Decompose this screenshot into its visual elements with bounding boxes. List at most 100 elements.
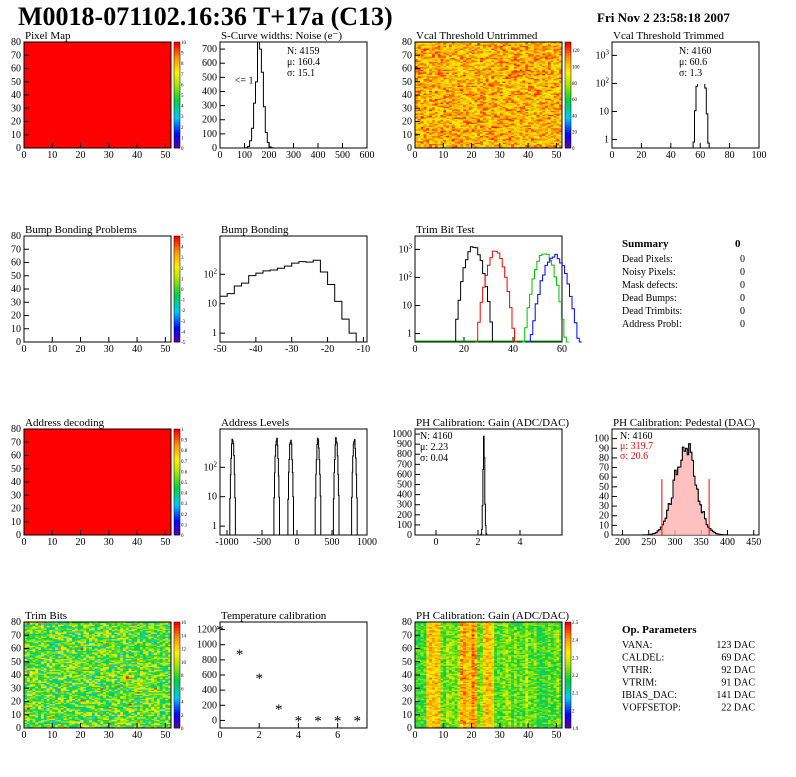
y-tick-label: 30 (402, 103, 412, 114)
y-tick-label: 60 (11, 644, 21, 655)
x-tick-label: 0 (413, 344, 418, 355)
color-scale-label: 60 (572, 98, 578, 103)
y-tick-label: 700 (202, 44, 217, 55)
x-tick-label: 400 (311, 150, 326, 161)
x-tick-label: 40 (666, 150, 676, 161)
y-tick-label: 30 (11, 683, 21, 694)
panel-title: Trim Bit Test (416, 224, 475, 236)
x-tick-label: 50 (160, 730, 170, 741)
x-tick-label: 10 (438, 150, 448, 161)
panel-title: Vcal Threshold Trimmed (613, 30, 725, 42)
y-tick-label: 60 (11, 64, 21, 75)
x-tick-label: -10 (357, 344, 370, 355)
color-scale-label: 9 (181, 52, 184, 57)
x-tick-label: 200 (262, 150, 277, 161)
panel-title: Bump Bonding (221, 224, 289, 236)
color-scale-label: 10 (181, 41, 187, 46)
op-param-label: CALDEL: (622, 653, 664, 664)
x-tick-label: 10 (47, 150, 57, 161)
y-tick-label: 10 (11, 130, 21, 141)
y-tick-label: 10 (599, 106, 609, 117)
stats-line: μ: 2.23 (420, 442, 448, 453)
x-tick-label: -1000 (215, 537, 238, 548)
x-tick-label: 30 (495, 730, 505, 741)
y-tick-label: 0 (407, 143, 412, 154)
histogram-line (475, 251, 517, 342)
x-tick-label: 300 (668, 537, 683, 548)
y-tick-label: 0 (16, 337, 21, 348)
x-tick-label: 30 (104, 730, 114, 741)
x-tick-label: 300 (286, 150, 301, 161)
summary-total: 0 (735, 238, 741, 250)
page-title: M0018-071102.16:36 T+17a (C13) (18, 2, 393, 31)
data-point: * (255, 671, 263, 687)
y-tick-label: 200 (397, 510, 412, 521)
op-param-label: VTHR: (622, 665, 652, 676)
color-scale-label: 100 (572, 65, 580, 70)
panel-title: Bump Bonding Problems (25, 224, 137, 236)
color-scale-label: 0.6 (181, 470, 188, 475)
y-tick-label: 60 (11, 451, 21, 462)
color-scale-label: 2.2 (572, 674, 579, 679)
y-tick-label: 40 (599, 491, 609, 502)
x-tick-label: -50 (213, 344, 226, 355)
y-tick-label: 20 (402, 117, 412, 128)
y-tick-label: 1 (212, 328, 217, 339)
histogram-fill (640, 444, 731, 535)
color-scale-label: 0.8 (181, 449, 188, 454)
y-tick-label: 0 (604, 530, 609, 541)
y-tick-label: 102 (399, 270, 413, 283)
y-tick-label: 60 (402, 644, 412, 655)
x-tick-label: 50 (160, 150, 170, 161)
stats-line: σ: 15.1 (287, 68, 315, 79)
y-tick-label: 600 (202, 670, 217, 681)
op-param-value: 69 DAC (721, 653, 755, 664)
y-tick-label: 300 (202, 101, 217, 112)
color-scale-label: -2 (181, 309, 186, 314)
panel-title: Address decoding (25, 417, 105, 429)
op-param-label: VTRIM: (622, 678, 657, 689)
y-tick-label: 102 (204, 460, 218, 473)
x-tick-label: 50 (551, 150, 561, 161)
y-tick-label: 0 (407, 530, 412, 541)
x-tick-label: 0 (413, 730, 418, 741)
x-tick-label: 20 (636, 150, 646, 161)
summary-label: Dead Pixels: (622, 254, 673, 265)
x-tick-label: 4 (518, 537, 523, 548)
y-tick-label: 40 (402, 90, 412, 101)
color-scale-label: 2 (572, 709, 575, 714)
y-tick-label: 200 (202, 700, 217, 711)
color-scale-label: 1 (181, 136, 184, 141)
x-tick-label: 60 (695, 150, 705, 161)
y-tick-label: 20 (11, 504, 21, 515)
op-param-label: IBIAS_DAC: (622, 690, 677, 701)
histogram-line (244, 42, 275, 148)
plot-frame (220, 622, 367, 728)
x-tick-label: 1000 (357, 537, 377, 548)
op-param-label: VANA: (622, 640, 652, 651)
x-tick-label: 0 (610, 150, 615, 161)
y-tick-label: 80 (11, 424, 21, 435)
y-tick-label: 102 (596, 76, 610, 89)
x-tick-label: 100 (237, 150, 252, 161)
y-tick-label: 40 (402, 670, 412, 681)
plot-frame (220, 236, 367, 342)
color-scale-label: 0 (181, 534, 184, 539)
op-param-value: 92 DAC (721, 665, 755, 676)
x-tick-label: 30 (495, 150, 505, 161)
y-tick-label: 0 (16, 530, 21, 541)
underflow-annotation: <= 1 (235, 76, 254, 87)
x-tick-label: 4 (296, 730, 301, 741)
x-tick-label: 40 (132, 150, 142, 161)
x-tick-label: 6 (335, 730, 340, 741)
x-tick-label: 60 (557, 344, 567, 355)
x-tick-label: 0 (22, 537, 27, 548)
y-tick-label: 80 (402, 37, 412, 48)
y-tick-label: 50 (11, 657, 21, 668)
x-tick-label: 30 (104, 150, 114, 161)
y-tick-label: 70 (11, 244, 21, 255)
y-tick-label: 10 (11, 324, 21, 335)
